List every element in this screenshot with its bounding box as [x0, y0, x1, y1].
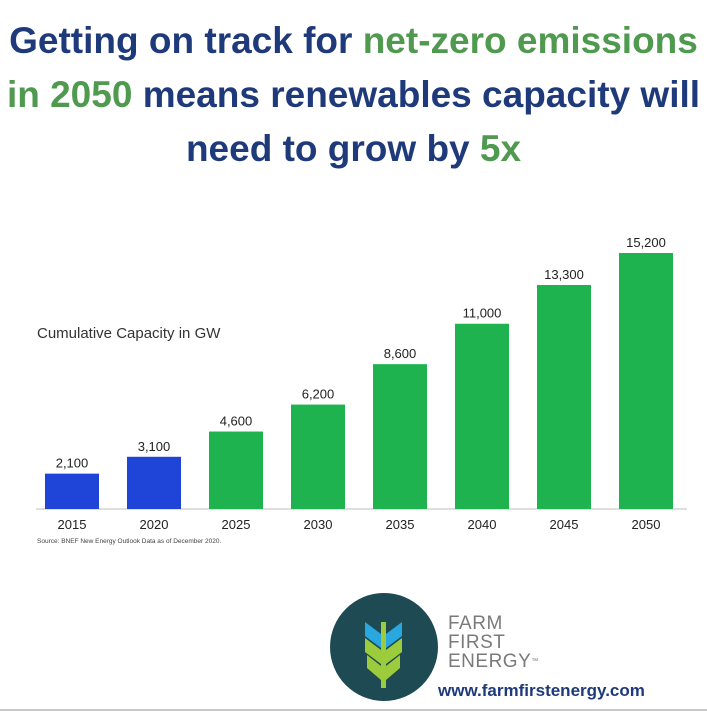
value-label-2045: 13,300: [544, 267, 584, 282]
bar-2035: [373, 364, 427, 509]
x-tick-label-2015: 2015: [58, 517, 87, 532]
headline: Getting on track for net-zero emissions …: [0, 14, 707, 176]
value-label-2050: 15,200: [626, 235, 666, 250]
farm-first-energy-logo: [330, 593, 438, 701]
capacity-bar-chart: Cumulative Capacity in GW 2,100 2015 3,100…: [36, 235, 687, 532]
value-label-2030: 6,200: [302, 387, 335, 402]
value-label-2020: 3,100: [138, 439, 171, 454]
x-tick-label-2035: 2035: [386, 517, 415, 532]
trademark-symbol: ™: [531, 658, 539, 665]
x-tick-label-2030: 2030: [304, 517, 333, 532]
website-link[interactable]: www.farmfirstenergy.com: [438, 681, 645, 700]
brand-line-farm: FARM: [448, 613, 503, 634]
brand-line-first: FIRST: [448, 632, 506, 653]
bars-group: 2,100 2015 3,100 2020 4,600 2025 6,200 2030 8,60…: [45, 235, 673, 532]
headline-part-1: Getting on track for: [9, 20, 363, 61]
x-tick-label-2045: 2045: [550, 517, 579, 532]
x-tick-label-2025: 2025: [222, 517, 251, 532]
wheat-icon: [365, 622, 402, 688]
bar-2040: [455, 323, 509, 509]
bar-2025: [209, 431, 263, 509]
headline-highlight-5x: 5x: [479, 128, 522, 169]
bar-2020: [127, 456, 181, 509]
headline-part-3: means renewables capacity will need to g…: [132, 74, 701, 169]
value-label-2040: 11,000: [463, 306, 502, 321]
value-label-2035: 8,600: [384, 346, 417, 361]
value-label-2015: 2,100: [56, 456, 89, 471]
bottom-divider: [0, 709, 707, 711]
bar-2015: [45, 473, 99, 509]
x-tick-label-2040: 2040: [468, 517, 497, 532]
value-label-2025: 4,600: [220, 414, 253, 429]
brand-name: FARM FIRST ENERGY™: [448, 614, 539, 671]
chart-title: Cumulative Capacity in GW: [37, 325, 221, 342]
brand-energy-text: ENERGY: [448, 651, 532, 672]
brand-line-energy: ENERGY™: [448, 652, 539, 671]
bar-2030: [291, 404, 345, 509]
headline-highlight-netzero: net-zero emissions in 2050: [6, 20, 698, 115]
bar-2050: [619, 253, 673, 509]
x-tick-label-2020: 2020: [140, 517, 169, 532]
bar-2045: [537, 285, 591, 509]
chart-source-note: Source: BNEF New Energy Outlook Data as …: [37, 538, 222, 545]
x-tick-label-2050: 2050: [632, 517, 661, 532]
